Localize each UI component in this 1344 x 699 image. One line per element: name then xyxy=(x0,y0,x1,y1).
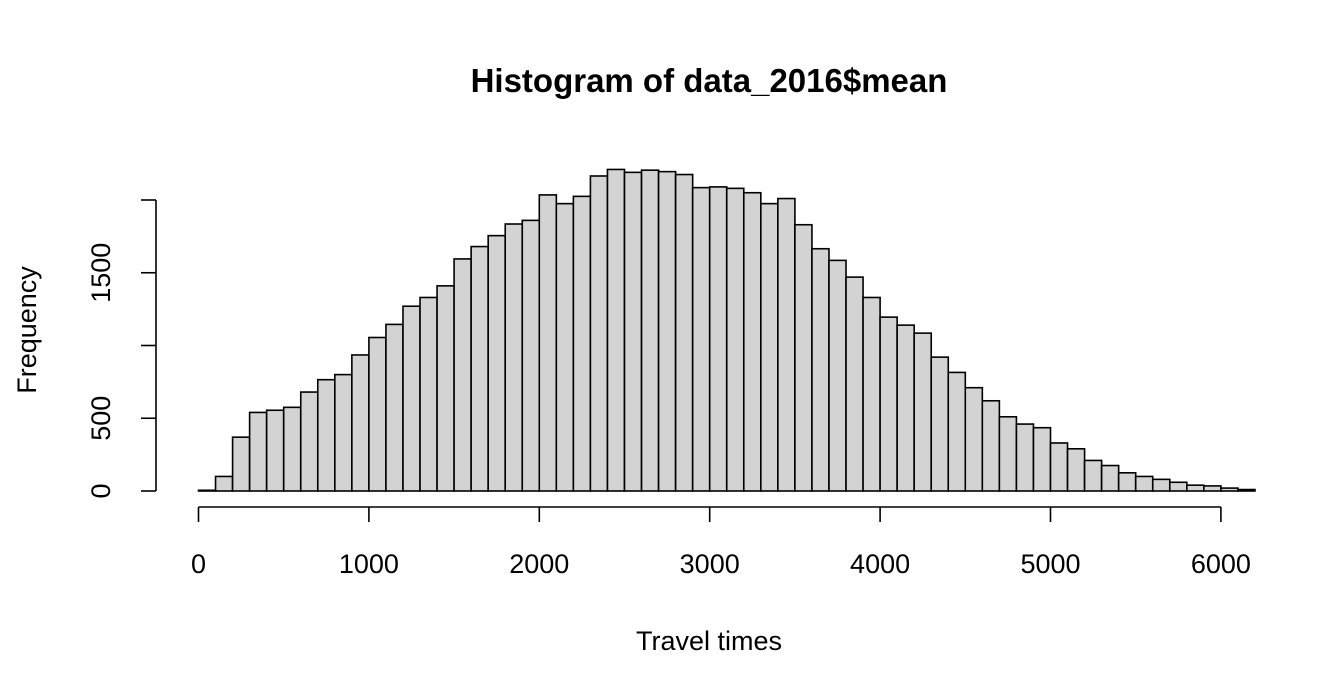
histogram-bar xyxy=(1083,459,1103,492)
x-tick-label: 5000 xyxy=(1020,549,1080,579)
histogram-bar xyxy=(1237,488,1256,492)
histogram-bar xyxy=(1203,485,1222,492)
histogram-bar xyxy=(1032,426,1052,492)
histogram-bar xyxy=(947,371,967,492)
histogram-bar xyxy=(197,489,217,492)
histogram-bar xyxy=(777,197,796,492)
x-axis: 0 1000 2000 3000 4000 5000 6000 xyxy=(191,506,1251,579)
histogram-bar xyxy=(214,475,234,492)
histogram-bar xyxy=(640,169,660,492)
histogram-bar xyxy=(981,399,1001,492)
histogram-bar xyxy=(998,415,1018,492)
x-axis-label: Travel times xyxy=(636,626,782,656)
y-tick-label: 500 xyxy=(86,396,116,441)
x-tick-label: 4000 xyxy=(850,549,910,579)
histogram-bar xyxy=(453,258,472,492)
histogram-bar xyxy=(368,336,387,492)
histogram-bar xyxy=(1151,478,1171,492)
histogram-bar xyxy=(794,223,813,492)
histogram-bar xyxy=(487,234,507,492)
histogram-bar xyxy=(316,378,336,492)
histogram-bar xyxy=(862,296,881,492)
histogram-bar xyxy=(265,409,285,492)
histogram-bar xyxy=(657,170,677,492)
histogram-bar xyxy=(896,324,915,492)
histogram-bar xyxy=(1049,442,1069,492)
histogram-bar xyxy=(913,332,933,492)
histogram-bar xyxy=(334,373,353,492)
x-tick-label: 6000 xyxy=(1191,549,1251,579)
histogram-bar xyxy=(1186,484,1205,492)
histogram-bar xyxy=(589,175,609,492)
histogram-bar xyxy=(623,171,643,492)
histogram-bar xyxy=(811,247,830,492)
histogram-bar xyxy=(879,316,898,492)
histogram-bar xyxy=(385,323,404,492)
histogram-bar xyxy=(436,285,455,492)
x-tick-label: 2000 xyxy=(509,549,569,579)
histogram-bar xyxy=(1117,472,1137,492)
histogram-bar xyxy=(845,276,864,492)
histogram-bar xyxy=(1220,487,1239,492)
histogram-bar xyxy=(1015,423,1035,492)
y-axis-label: Frequency xyxy=(12,266,42,394)
histogram-bar xyxy=(674,173,694,492)
histogram-bar xyxy=(538,194,558,492)
histogram-bar xyxy=(742,191,762,492)
histogram-bar xyxy=(504,223,524,492)
x-tick-label: 3000 xyxy=(680,549,740,579)
x-tick-label: 0 xyxy=(191,549,206,579)
histogram-bar xyxy=(470,245,489,492)
histogram-bar xyxy=(419,296,438,492)
histogram-bar xyxy=(691,186,711,492)
histogram-bar xyxy=(351,354,370,492)
histogram-bar xyxy=(1134,475,1154,492)
y-tick-label: 0 xyxy=(86,483,116,498)
histogram-bar xyxy=(725,187,745,492)
histogram-bar xyxy=(1066,448,1086,492)
histogram-bar xyxy=(606,168,626,492)
histogram-bar xyxy=(248,411,268,492)
histogram-bar xyxy=(1168,481,1188,492)
histogram-bar xyxy=(282,406,302,492)
y-tick-label: 1500 xyxy=(86,243,116,303)
x-tick-label: 1000 xyxy=(339,549,399,579)
histogram-bar xyxy=(930,356,950,492)
y-axis: 0 500 1500 xyxy=(86,199,157,499)
histogram-bars xyxy=(197,168,1256,492)
histogram-bar xyxy=(231,436,251,492)
histogram-bar xyxy=(828,259,847,492)
histogram-bar xyxy=(521,219,541,492)
histogram-bar xyxy=(555,202,575,492)
histogram-bar xyxy=(964,386,984,492)
histogram-bar xyxy=(299,391,319,492)
histogram-bar xyxy=(760,202,779,492)
chart-title: Histogram of data_2016$mean xyxy=(471,62,948,99)
histogram-bar xyxy=(572,195,592,492)
histogram-bar xyxy=(402,305,421,492)
histogram-bar xyxy=(708,186,728,492)
histogram-bar xyxy=(1100,464,1120,492)
